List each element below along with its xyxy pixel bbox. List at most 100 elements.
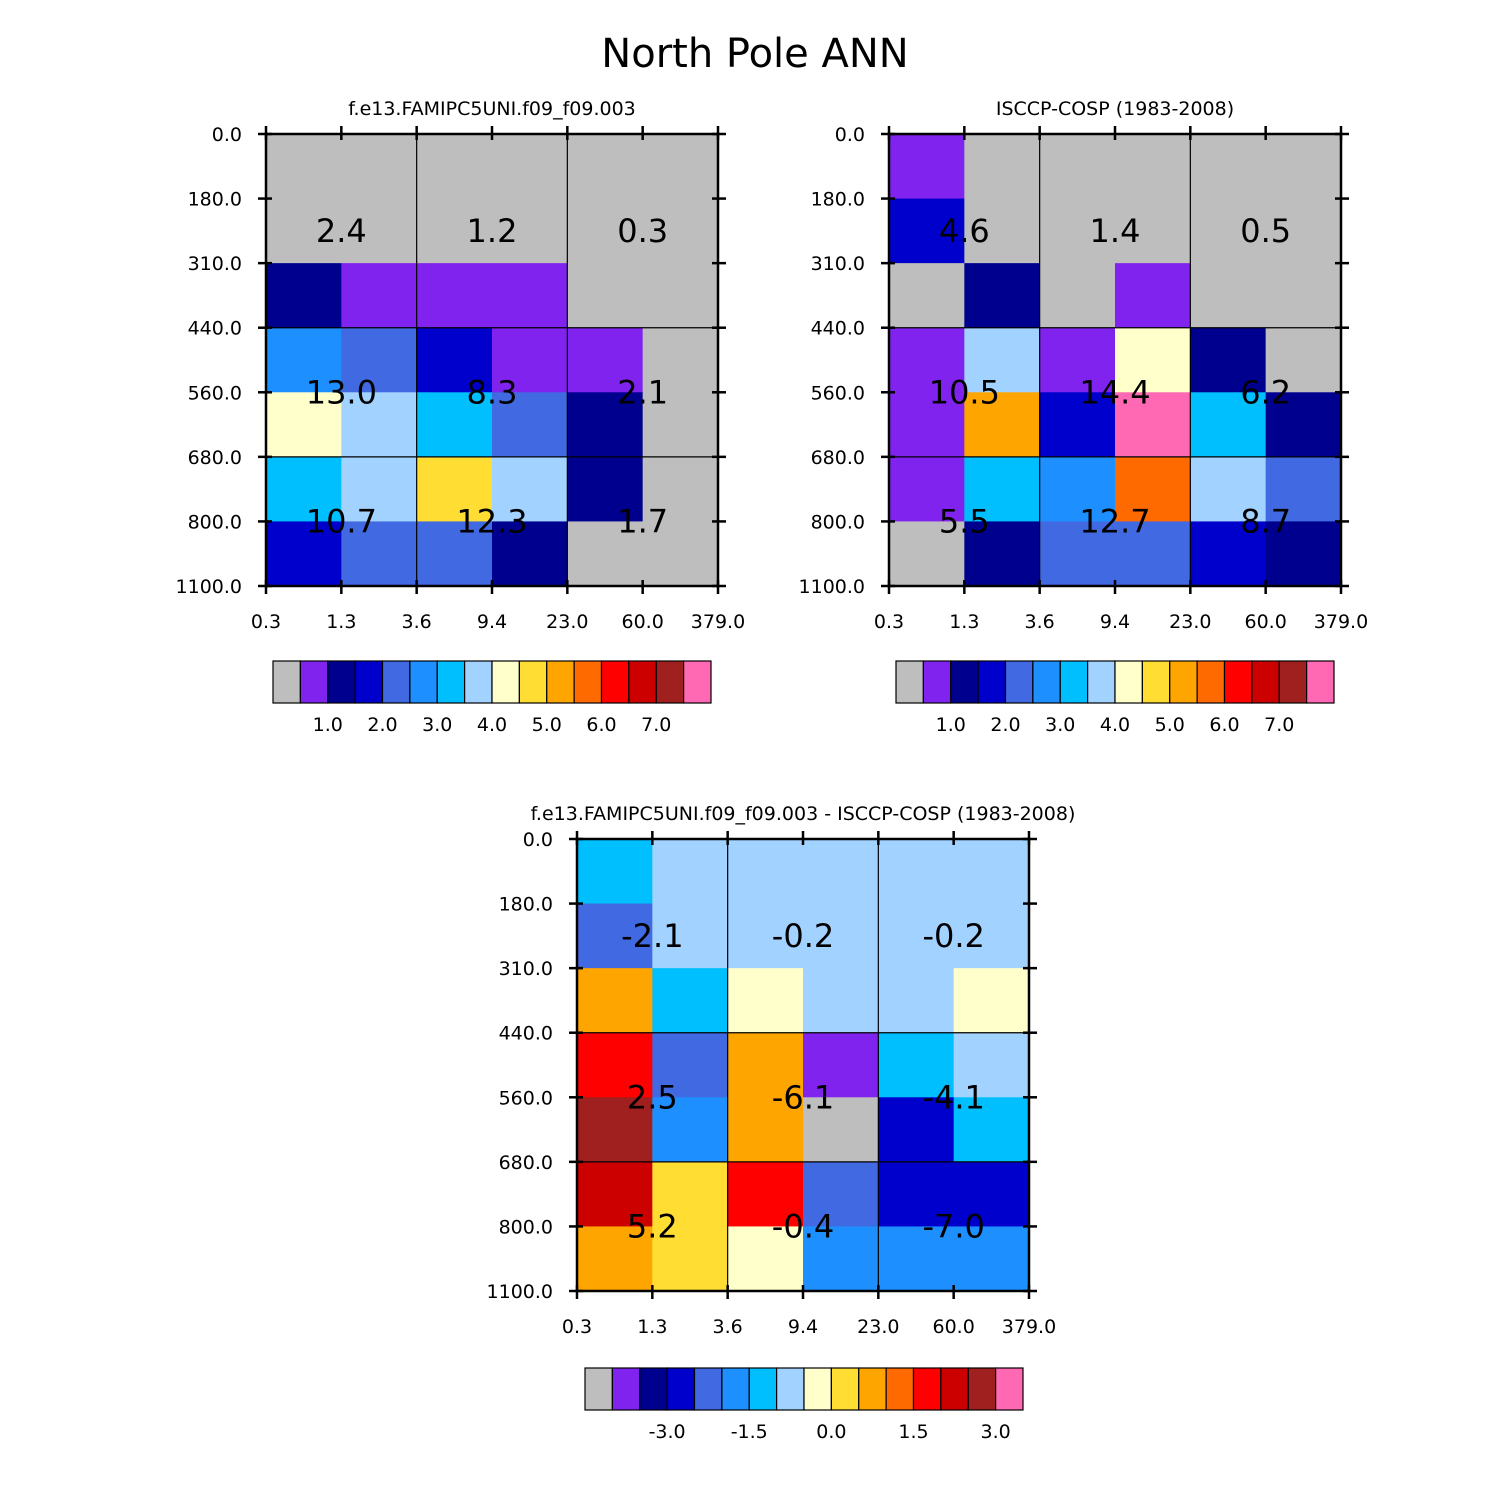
heatmap-cell <box>889 134 965 200</box>
heatmap-cell <box>266 392 342 458</box>
colorbar-label: 2.0 <box>367 714 397 736</box>
heatmap-cell <box>889 198 965 264</box>
block-value-label: 8.3 <box>467 373 518 411</box>
heatmap-cell <box>341 521 418 587</box>
heatmap-cell <box>889 263 965 329</box>
heatmap-cell <box>1190 198 1267 264</box>
colorbar-label: 5.0 <box>1155 714 1185 736</box>
colorbar-swatch <box>1004 660 1034 704</box>
colorbar-swatch <box>995 1367 1024 1411</box>
heatmap-cell <box>878 1032 955 1098</box>
heatmap-cell <box>642 456 719 523</box>
heatmap-cell <box>567 521 644 587</box>
heatmap-cell <box>889 456 965 523</box>
y-tick-label: 0.0 <box>835 124 865 146</box>
y-tick-label: 800.0 <box>811 511 865 533</box>
colorbar-label: 1.5 <box>898 1421 928 1443</box>
heatmap-cell <box>1265 392 1342 458</box>
heatmap-cell <box>416 198 493 264</box>
colorbar-label: 3.0 <box>981 1421 1011 1443</box>
heatmap-cell <box>567 263 644 329</box>
heatmap-cell <box>642 263 719 329</box>
heatmap-cell <box>878 968 955 1034</box>
colorbar-swatch <box>666 1367 696 1411</box>
x-tick-label: 1.3 <box>637 1316 667 1338</box>
heatmap-cell <box>341 327 418 393</box>
colorbar-label: 1.0 <box>313 714 343 736</box>
heatmap-cell <box>964 456 1041 523</box>
y-tick-label: 180.0 <box>499 894 553 916</box>
colorbar-swatch <box>1223 660 1253 704</box>
heatmap-cell <box>567 392 644 458</box>
y-tick-label: 440.0 <box>811 318 865 340</box>
heatmap-cell <box>803 968 879 1034</box>
y-tick-label: 1100.0 <box>799 576 865 598</box>
colorbar-label: 5.0 <box>532 714 562 736</box>
x-tick-label: 379.0 <box>691 611 745 633</box>
colorbar-swatch <box>776 1367 805 1411</box>
colorbar-swatch <box>922 660 952 704</box>
heatmap-cell <box>803 903 879 969</box>
heatmap-cell <box>567 456 644 523</box>
heatmap-cell <box>567 134 644 200</box>
colorbar-swatch <box>1196 660 1226 704</box>
heatmap-cell <box>878 839 955 905</box>
colorbar-label: -3.0 <box>649 1421 686 1443</box>
heatmap-cell <box>964 198 1041 264</box>
heatmap-cell <box>803 1161 879 1228</box>
heatmap-cell <box>1115 134 1191 200</box>
page-title: North Pole ANN <box>601 31 908 77</box>
colorbar: 1.0 2.0 3.0 4.0 5.0 6.0 7.0 <box>895 660 1335 736</box>
heatmap-cell <box>727 968 804 1034</box>
heatmap-cell <box>727 1161 804 1228</box>
heatmap-cell <box>416 521 493 587</box>
colorbar-swatch <box>1059 660 1089 704</box>
x-tick-label: 9.4 <box>788 1316 818 1338</box>
colorbar-label: -1.5 <box>731 1421 768 1443</box>
heatmap-cell <box>964 263 1041 329</box>
colorbar-swatch <box>858 1367 887 1411</box>
heatmap-cell <box>341 456 418 523</box>
block-value-label: -2.1 <box>621 917 683 955</box>
colorbar-label: 3.0 <box>422 714 452 736</box>
heatmap-cell <box>1265 521 1342 587</box>
heatmap-cell <box>416 392 493 458</box>
heatmap-cell <box>803 1032 879 1098</box>
heatmap-panel-2: ISCCP-COSP (1983-2008) 4.6 1.4 0.5 10.5 14.4 6… <box>799 98 1369 736</box>
block-value-label: 0.3 <box>617 212 668 250</box>
y-tick-label: 800.0 <box>499 1216 553 1238</box>
block-value-label: -7.0 <box>922 1207 984 1245</box>
block-value-label: 13.0 <box>306 373 377 411</box>
colorbar-swatch <box>464 660 493 704</box>
heatmap-cell <box>1190 456 1267 523</box>
heatmap-cell <box>953 1226 1030 1292</box>
heatmap-cell <box>878 1097 955 1163</box>
x-tick-label: 379.0 <box>1314 611 1368 633</box>
heatmap-cell <box>803 839 879 905</box>
heatmap-cell <box>953 1032 1030 1098</box>
heatmap-cell <box>341 198 418 264</box>
heatmap-cell <box>1265 134 1342 200</box>
y-tick-label: 800.0 <box>188 511 242 533</box>
colorbar-swatch <box>518 660 548 704</box>
heatmap-panel-3: f.e13.FAMIPC5UNI.f09_f09.003 - ISCCP-COS… <box>487 803 1076 1443</box>
heatmap-cell <box>1039 263 1116 329</box>
heatmap-cell <box>953 1161 1030 1228</box>
heatmap-cell <box>1265 263 1342 329</box>
colorbar-label: 4.0 <box>477 714 507 736</box>
colorbar-swatch <box>1306 660 1335 704</box>
heatmap-cell <box>652 1161 729 1228</box>
heatmap-cell <box>642 134 719 200</box>
colorbar-swatch <box>1251 660 1280 704</box>
heatmap-cell <box>1039 392 1116 458</box>
colorbar-swatch <box>491 660 520 704</box>
colorbar-swatch <box>748 1367 778 1411</box>
x-tick-label: 0.3 <box>562 1316 592 1338</box>
x-tick-label: 1.3 <box>949 611 979 633</box>
colorbar-swatch <box>573 660 603 704</box>
heatmap-cell <box>341 263 418 329</box>
y-tick-label: 310.0 <box>811 253 865 275</box>
colorbar-swatch <box>803 1367 832 1411</box>
colorbar-label: 2.0 <box>990 714 1020 736</box>
heatmap-cell <box>577 1097 653 1163</box>
